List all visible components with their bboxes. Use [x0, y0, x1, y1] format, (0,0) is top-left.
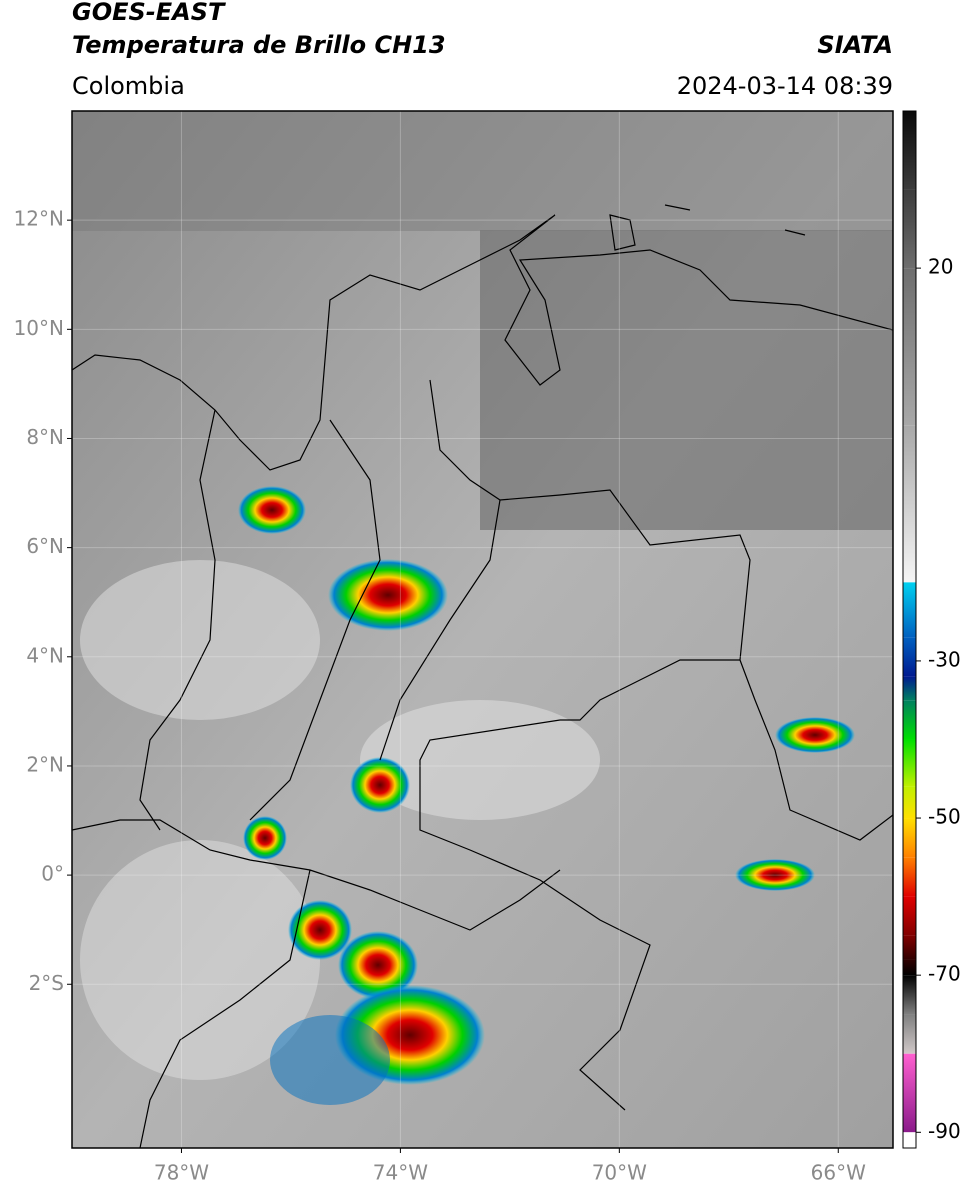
- graticule: [72, 111, 893, 1148]
- map-frame: [71, 110, 894, 1149]
- y-tick-label: 2°S: [29, 971, 64, 995]
- storm: [238, 486, 306, 534]
- colorbar-tick-label: -50: [928, 805, 961, 829]
- border: [139, 869, 311, 1148]
- borders: [72, 204, 893, 1148]
- colorbar-tick-label: -70: [928, 962, 961, 986]
- colorbar-segment: [903, 700, 916, 740]
- x-tick-label: 66°W: [811, 1161, 866, 1185]
- colorbar-segment: [903, 1053, 916, 1133]
- colorbar-segment: [903, 896, 916, 936]
- y-tick-label: 2°N: [26, 752, 64, 776]
- colorbar-tick-label: 20: [928, 255, 953, 279]
- colorbar-segment: [903, 111, 916, 190]
- colorbar-segment: [903, 786, 916, 819]
- colorbar-segment: [903, 1014, 916, 1054]
- departments: [249, 419, 501, 821]
- y-tick-label: 6°N: [26, 534, 64, 558]
- colorbar-frame: [902, 110, 917, 1149]
- storm: [350, 757, 410, 813]
- x-tick-label: 70°W: [592, 1161, 647, 1185]
- colorbar-tick-label: -90: [928, 1119, 961, 1143]
- colorbar-segment: [903, 935, 916, 960]
- cloud: [80, 840, 320, 1080]
- imagery: [72, 111, 893, 1148]
- colorbar-segment: [903, 676, 916, 701]
- colorbar-segment: [903, 1132, 916, 1148]
- colorbar-segment: [903, 582, 916, 638]
- colorbar-segment: [903, 739, 916, 787]
- colorbar-segment: [903, 959, 916, 976]
- source: SIATA: [817, 31, 893, 59]
- dark-region: [480, 230, 893, 530]
- border: [419, 659, 740, 1111]
- colorbar-tick-label: -30: [928, 647, 961, 671]
- colorbar-segment: [903, 975, 916, 1015]
- y-tick-label: 8°N: [26, 425, 64, 449]
- coastline: [139, 409, 216, 831]
- y-tick-label: 12°N: [14, 207, 64, 231]
- coastline: [72, 214, 893, 471]
- dark-region: [72, 111, 893, 231]
- colorbar-segment: [903, 268, 916, 426]
- border: [429, 379, 893, 841]
- storm: [775, 717, 855, 753]
- subtitle: Temperatura de Brillo CH13: [72, 31, 446, 59]
- region: Colombia: [72, 72, 185, 100]
- title: GOES-EAST: [72, 0, 226, 26]
- storm: [735, 859, 815, 891]
- datetime: 2024-03-14 08:39: [677, 72, 893, 100]
- x-tick-label: 74°W: [373, 1161, 428, 1185]
- storm: [338, 931, 418, 999]
- colorbar-segment: [903, 818, 916, 858]
- storm: [288, 900, 352, 960]
- y-tick-label: 10°N: [14, 316, 64, 340]
- islands: [609, 204, 806, 251]
- storm-edge: [270, 1015, 390, 1105]
- colorbar-segment: [903, 637, 916, 677]
- y-tick-label: 4°N: [26, 643, 64, 667]
- colorbar-segment: [903, 425, 916, 583]
- storm: [328, 559, 448, 631]
- cloud: [80, 560, 320, 720]
- colorbar-segment: [903, 189, 916, 269]
- y-tick-label: 0°: [41, 862, 64, 886]
- colorbar-segment: [903, 857, 916, 897]
- x-tick-label: 78°W: [154, 1161, 209, 1185]
- storm: [243, 816, 287, 860]
